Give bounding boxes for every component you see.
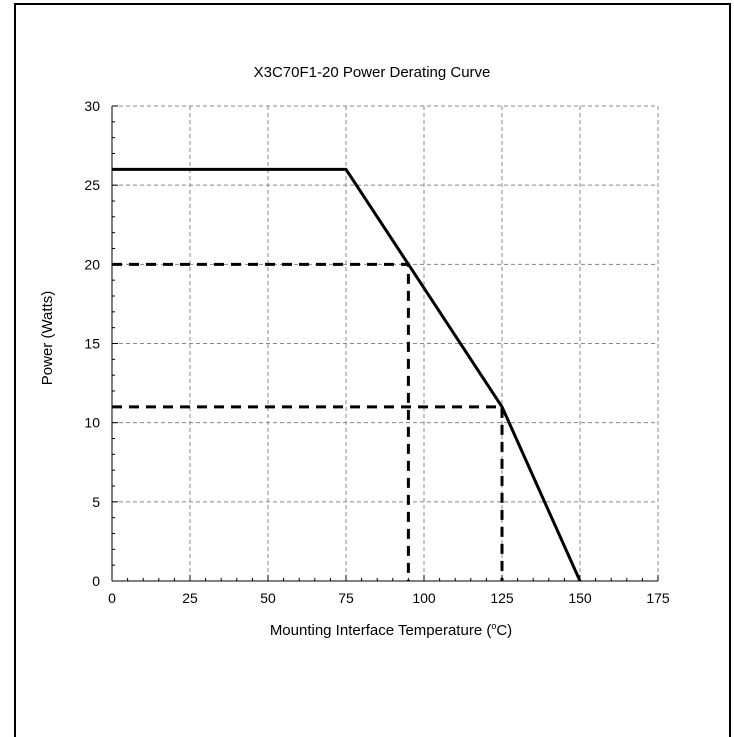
x-tick-label: 175 bbox=[646, 590, 670, 606]
x-tick-label: 150 bbox=[568, 590, 592, 606]
y-tick-label: 25 bbox=[84, 177, 100, 193]
x-tick-label: 0 bbox=[108, 590, 116, 606]
x-tick-label: 100 bbox=[412, 590, 436, 606]
series bbox=[112, 167, 582, 582]
y-tick-label: 5 bbox=[92, 494, 100, 510]
x-tick-label: 50 bbox=[260, 590, 276, 606]
chart-title: X3C70F1-20 Power Derating Curve bbox=[254, 64, 491, 81]
y-tick-label: 30 bbox=[84, 98, 100, 114]
y-tick-label: 10 bbox=[84, 415, 100, 431]
axes bbox=[111, 106, 658, 582]
x-tick-label: 25 bbox=[182, 590, 198, 606]
y-tick-label: 15 bbox=[84, 336, 100, 352]
chart-frame bbox=[14, 3, 731, 737]
reference-line bbox=[112, 405, 504, 581]
y-tick-label: 20 bbox=[84, 256, 100, 272]
y-tick-label: 0 bbox=[92, 573, 100, 589]
x-tick-label: 125 bbox=[490, 590, 514, 606]
x-axis-label: Mounting Interface Temperature (oC) bbox=[270, 621, 512, 639]
grid bbox=[112, 105, 659, 581]
derating-curve bbox=[112, 167, 582, 582]
y-axis-label: Power (Watts) bbox=[39, 291, 56, 385]
tick-labels: 0 25 50 75 100 125 150 175 0 5 10 15 20 25 30 bbox=[84, 98, 669, 606]
x-tick-label: 75 bbox=[338, 590, 354, 606]
